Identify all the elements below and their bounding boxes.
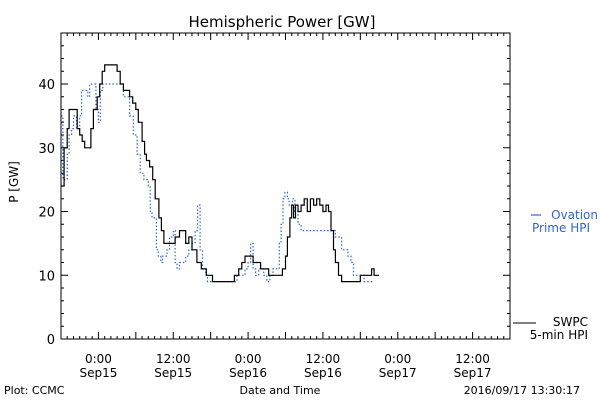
y-tick-label: 20 xyxy=(38,206,55,221)
plot-frame xyxy=(60,32,511,340)
swpc-series-line xyxy=(61,64,379,283)
x-tick-date-label: Sep17 xyxy=(454,366,492,380)
x-tick-time-label: 0:00 xyxy=(384,352,411,366)
x-axis-ticks: 0:00Sep1512:00Sep150:00Sep1612:00Sep160:… xyxy=(66,33,505,380)
ovation-series-line xyxy=(61,83,373,283)
y-axis-label: P [GW] xyxy=(7,161,21,203)
legend-ovation: Ovation Prime HPI xyxy=(531,208,598,235)
legend-swpc-line2: 5-min HPI xyxy=(530,328,588,342)
legend-swpc: SWPC 5-min HPI xyxy=(513,315,588,342)
x-tick-date-label: Sep15 xyxy=(79,366,117,380)
x-tick-date-label: Sep17 xyxy=(379,366,417,380)
legend-ovation-line2: Prime HPI xyxy=(532,221,590,235)
x-tick-time-label: 0:00 xyxy=(85,352,112,366)
x-tick-date-label: Sep15 xyxy=(154,366,192,380)
x-tick-time-label: 12:00 xyxy=(156,352,191,366)
x-tick-time-label: 12:00 xyxy=(306,352,341,366)
x-tick-date-label: Sep16 xyxy=(304,366,342,380)
chart-title: Hemispheric Power [GW] xyxy=(189,13,376,31)
footer-timestamp: 2016/09/17 13:30:17 xyxy=(464,384,580,397)
x-tick-date-label: Sep16 xyxy=(229,366,267,380)
y-tick-label: 40 xyxy=(38,78,55,93)
y-axis-ticks: 0 10 20 30 40 xyxy=(38,32,510,348)
x-tick-time-label: 12:00 xyxy=(455,352,490,366)
legend-ovation-line1: Ovation xyxy=(551,208,598,222)
y-tick-label: 0 xyxy=(47,333,55,348)
legend-swpc-line1: SWPC xyxy=(553,315,588,329)
x-tick-time-label: 0:00 xyxy=(235,352,262,366)
footer-plot-credit: Plot: CCMC xyxy=(4,384,65,397)
y-tick-label: 10 xyxy=(38,269,55,284)
y-tick-label: 30 xyxy=(38,142,55,157)
x-axis-label: Date and Time xyxy=(240,384,321,397)
plot-lines xyxy=(61,64,379,283)
